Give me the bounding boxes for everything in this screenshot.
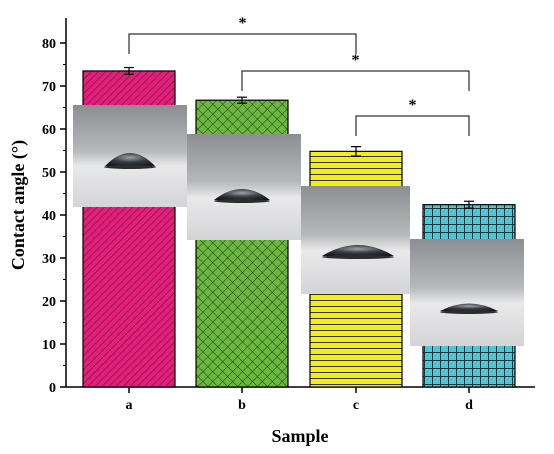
droplet-photo-d — [410, 239, 524, 346]
error-bar-c — [351, 146, 361, 157]
x-tick-label-b: b — [238, 398, 246, 413]
error-bar-d — [464, 200, 474, 209]
y-tick-label: 0 — [49, 381, 56, 396]
x-tick-label-c: c — [353, 398, 359, 413]
y-tick-label: 60 — [42, 123, 56, 138]
y-tick-label: 50 — [42, 166, 56, 181]
y-axis-title: Contact angle (°) — [8, 140, 29, 270]
x-tick-label-d: d — [465, 398, 473, 413]
error-bar-a — [124, 66, 134, 75]
error-bars — [124, 66, 474, 209]
droplet-photo-b — [187, 134, 301, 240]
significance-brackets: * * * — [128, 15, 470, 136]
x-tick-label-a: a — [126, 398, 133, 413]
y-tick-label: 80 — [42, 37, 56, 52]
y-axis-ticks: 0 10 20 30 40 50 60 70 80 — [42, 37, 66, 396]
droplet-photo-c — [301, 186, 410, 294]
y-tick-label: 40 — [42, 209, 56, 224]
significance-c-d: * — [355, 97, 470, 136]
significance-star: * — [239, 15, 247, 32]
x-axis-ticks: a b c d — [126, 387, 473, 413]
significance-b-d: * — [241, 52, 470, 91]
y-tick-label: 20 — [42, 295, 56, 310]
significance-star: * — [352, 52, 360, 69]
y-tick-label: 70 — [42, 80, 56, 95]
significance-star: * — [409, 97, 417, 114]
y-tick-label: 30 — [42, 252, 56, 267]
y-tick-label: 10 — [42, 338, 56, 353]
error-bar-b — [237, 96, 247, 104]
droplet-insets — [73, 105, 524, 346]
x-axis-title: Sample — [271, 426, 328, 446]
droplet-photo-a — [73, 105, 187, 207]
significance-a-c: * — [128, 15, 357, 54]
